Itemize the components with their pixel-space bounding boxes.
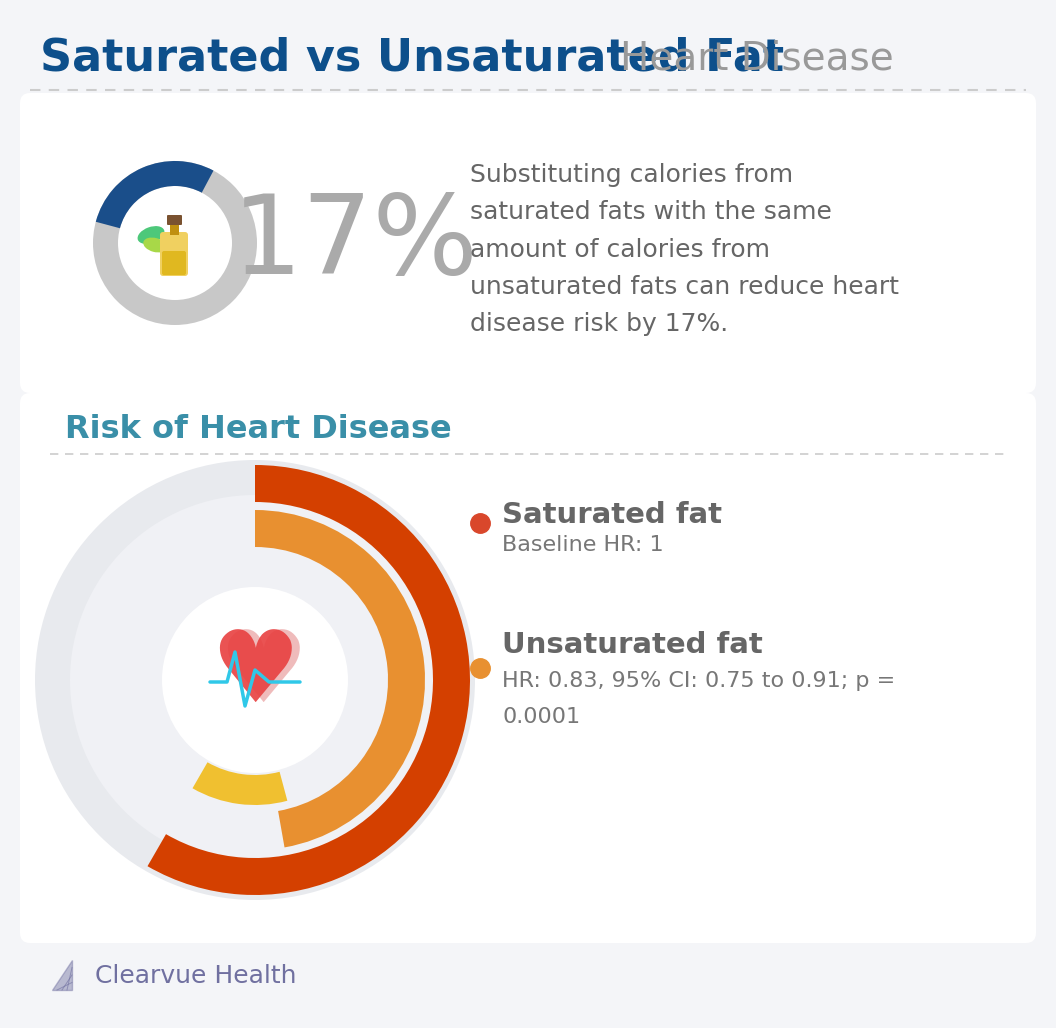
Wedge shape bbox=[96, 161, 213, 228]
Text: Saturated fat: Saturated fat bbox=[502, 501, 722, 529]
FancyBboxPatch shape bbox=[20, 93, 1036, 393]
Circle shape bbox=[120, 188, 230, 298]
Circle shape bbox=[70, 495, 440, 865]
Text: Substituting calories from
saturated fats with the same
amount of calories from
: Substituting calories from saturated fat… bbox=[470, 163, 899, 336]
Circle shape bbox=[162, 587, 348, 773]
Text: 17%: 17% bbox=[231, 189, 478, 296]
Circle shape bbox=[35, 460, 475, 900]
Wedge shape bbox=[254, 510, 425, 847]
FancyBboxPatch shape bbox=[20, 393, 1036, 943]
Text: Saturated vs Unsaturated Fat: Saturated vs Unsaturated Fat bbox=[40, 37, 785, 79]
Text: ♥: ♥ bbox=[210, 626, 300, 724]
Wedge shape bbox=[148, 465, 470, 895]
Text: ♥: ♥ bbox=[219, 626, 307, 724]
FancyBboxPatch shape bbox=[161, 232, 188, 276]
FancyBboxPatch shape bbox=[162, 251, 186, 276]
Ellipse shape bbox=[137, 226, 165, 244]
Ellipse shape bbox=[144, 237, 167, 253]
Bar bbox=[170, 223, 180, 235]
Text: HR: 0.83, 95% CI: 0.75 to 0.91; p =
0.0001: HR: 0.83, 95% CI: 0.75 to 0.91; p = 0.00… bbox=[502, 671, 895, 727]
Text: Clearvue Health: Clearvue Health bbox=[95, 964, 297, 988]
Text: Unsaturated fat: Unsaturated fat bbox=[502, 631, 762, 659]
Text: Risk of Heart Disease: Risk of Heart Disease bbox=[65, 414, 452, 445]
Wedge shape bbox=[192, 763, 287, 805]
Wedge shape bbox=[93, 161, 257, 325]
Text: Heart Disease: Heart Disease bbox=[620, 39, 893, 77]
Polygon shape bbox=[52, 960, 72, 990]
Text: Baseline HR: 1: Baseline HR: 1 bbox=[502, 535, 663, 555]
FancyBboxPatch shape bbox=[167, 215, 182, 225]
